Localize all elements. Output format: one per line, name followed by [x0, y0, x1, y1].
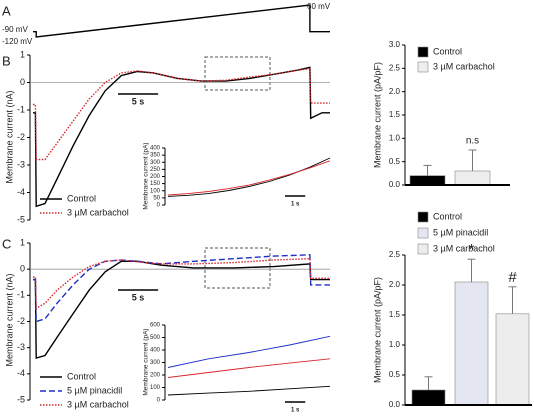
legend-label: 3 µM carbachol	[67, 207, 129, 217]
y-tick-label: 50	[153, 195, 160, 201]
legend-swatch	[417, 46, 429, 58]
trace	[33, 254, 330, 323]
panel-label: C	[2, 236, 11, 251]
scale-bar-label: 1 s	[291, 408, 300, 414]
y-tick-label: 400	[150, 348, 161, 354]
y-tick-label: -4	[17, 187, 25, 197]
legend-label: Control	[67, 371, 96, 381]
y-tick-label: 400	[150, 146, 161, 152]
trace	[33, 4, 330, 38]
bar	[495, 313, 530, 406]
y-tick-label: 300	[150, 160, 161, 166]
y-tick-label: 150	[150, 181, 161, 187]
significance: #	[508, 269, 517, 286]
y-axis-label: Membrane current (pA)	[143, 328, 150, 395]
y-tick-label: 1	[20, 49, 25, 59]
y-tick-label: 1.5	[389, 110, 401, 119]
bar	[411, 389, 446, 406]
y-tick-label: -1	[17, 290, 25, 300]
zoom-box	[204, 56, 271, 91]
scale-bar-label: 5 s	[132, 96, 145, 106]
y-tick-label: 1	[20, 237, 25, 247]
y-tick-label: 1.0	[389, 133, 401, 142]
legend-label: 5 µM pinacidil	[433, 227, 488, 237]
legend-label: Control	[67, 193, 96, 203]
y-tick-label: 2.0	[389, 87, 401, 96]
legend-label: Control	[433, 46, 462, 56]
y-tick-label: -3	[17, 342, 25, 352]
y-tick-label: 500	[150, 335, 161, 341]
y-tick-label: -4	[17, 368, 25, 378]
y-tick-label: 200	[150, 373, 161, 379]
y-tick-label: -5	[17, 214, 25, 224]
trace	[167, 335, 331, 368]
y-tick-label: 0	[157, 203, 161, 209]
significance: *	[469, 241, 475, 258]
scale-bar-label: 1 s	[291, 202, 300, 208]
y-tick-label: 0	[20, 77, 25, 87]
y-tick-label: -2	[17, 316, 25, 326]
annotation: 60 mV	[307, 2, 331, 11]
panel-label: B	[2, 53, 11, 68]
y-tick-label: 0.0	[389, 180, 401, 189]
scale-bar-label: 5 s	[132, 292, 145, 302]
legend-swatch	[417, 243, 429, 255]
legend-swatch	[417, 211, 429, 223]
y-tick-label: 0	[157, 398, 161, 404]
y-tick-label: 300	[150, 360, 161, 366]
y-tick-label: -5	[17, 394, 25, 404]
trace	[167, 358, 331, 378]
trace	[33, 260, 330, 360]
y-tick-label: -1	[17, 104, 25, 114]
legend-label: Control	[433, 211, 462, 221]
y-tick-label: -2	[17, 132, 25, 142]
y-axis-label: Membrane current (nA)	[4, 90, 14, 183]
y-tick-label: 250	[150, 167, 161, 173]
legend-label: 3 µM carbachol	[433, 61, 495, 71]
y-tick-label: 0.5	[389, 157, 401, 166]
y-tick-label: 100	[150, 188, 161, 194]
legend-swatch	[417, 227, 429, 239]
y-axis-label: Membrane current (pA/pF)	[372, 277, 382, 383]
y-axis-label: Membrane current (nA)	[4, 273, 14, 366]
y-tick-label: 350	[150, 153, 161, 159]
legend-label: 3 µM carbachol	[67, 399, 129, 409]
y-tick-label: -3	[17, 159, 25, 169]
legend-label: 5 µM pinacidil	[67, 385, 122, 395]
y-axis-label: Membrane current (pA/pF)	[372, 62, 382, 168]
bar	[454, 170, 491, 186]
legend-label: 3 µM carbachol	[433, 243, 495, 253]
y-tick-label: 200	[150, 174, 161, 180]
annotation: -90 mV	[2, 25, 28, 34]
legend-swatch	[417, 61, 429, 73]
y-tick-label: 2.0	[389, 280, 401, 289]
y-tick-label: 1.0	[389, 340, 401, 349]
y-tick-label: 2.5	[389, 63, 401, 72]
y-tick-label: 0	[20, 264, 25, 274]
trace	[33, 68, 330, 161]
trace	[167, 385, 331, 396]
y-tick-label: 100	[150, 385, 161, 391]
y-tick-label: 1.5	[389, 310, 401, 319]
y-tick-label: 0.0	[389, 400, 401, 409]
y-tick-label: 2.5	[389, 250, 401, 259]
annotation: -120 mV	[2, 37, 33, 46]
bar	[409, 175, 446, 186]
y-tick-label: 3.0	[389, 40, 401, 49]
panel-label: A	[2, 3, 11, 18]
y-tick-label: 0.5	[389, 370, 401, 379]
significance: n.s	[466, 136, 479, 147]
trace	[167, 160, 331, 196]
y-tick-label: 600	[150, 323, 161, 329]
trace	[167, 157, 331, 197]
y-axis-label: Membrane current (pA)	[143, 142, 150, 209]
trace	[33, 66, 330, 208]
bar	[454, 281, 489, 406]
